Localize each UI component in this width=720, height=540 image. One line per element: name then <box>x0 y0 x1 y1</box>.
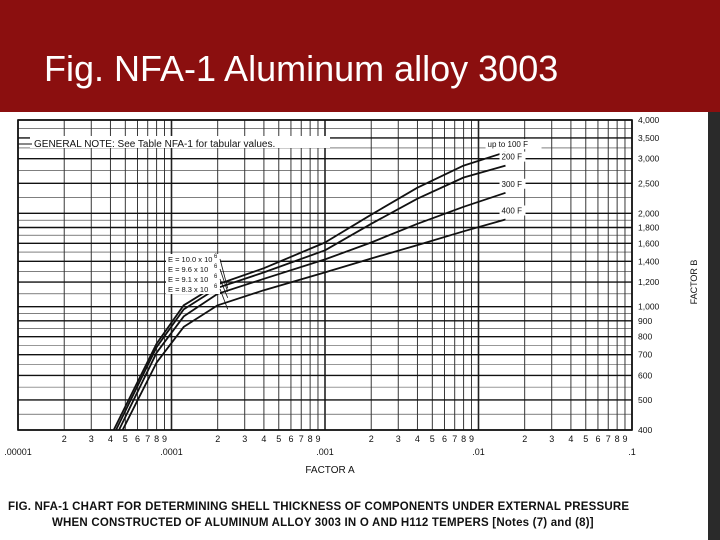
x-minor-tick-label: 5 <box>430 434 435 444</box>
y-tick-label: 2,500 <box>638 178 660 188</box>
x-minor-tick-label: 3 <box>89 434 94 444</box>
series-label-background <box>485 139 542 150</box>
x-minor-tick-label: 8 <box>154 434 159 444</box>
y-tick-label: 600 <box>638 370 652 380</box>
x-minor-tick-label: 9 <box>469 434 474 444</box>
x-minor-tick-label: 6 <box>135 434 140 444</box>
series-label: 300 F <box>502 180 523 189</box>
x-minor-tick-label: 7 <box>452 434 457 444</box>
x-minor-tick-label: 2 <box>369 434 374 444</box>
x-minor-tick-label: 9 <box>315 434 320 444</box>
series-line-2 <box>115 164 506 431</box>
y-tick-label: 1,800 <box>638 223 660 233</box>
y-tick-label: 2,000 <box>638 208 660 218</box>
e-label-leader <box>219 278 229 298</box>
e-label-background <box>166 254 220 264</box>
series-label: 200 F <box>502 153 523 162</box>
x-axis-title: FACTOR A <box>305 465 355 476</box>
e-label-exponent: 6 <box>214 264 218 270</box>
e-label: E = 8.3 x 10 <box>168 285 208 294</box>
x-minor-tick-label: 7 <box>145 434 150 444</box>
x-minor-tick-label: 7 <box>606 434 611 444</box>
e-label: E = 9.6 x 10 <box>168 265 208 274</box>
series-label: 400 F <box>502 207 523 216</box>
chart-grid <box>17 119 633 431</box>
x-minor-tick-label: 6 <box>288 434 293 444</box>
y-tick-label: 1,000 <box>638 302 660 312</box>
plot-frame <box>17 119 633 431</box>
x-minor-tick-label: 4 <box>415 434 420 444</box>
x-minor-tick-label: 4 <box>108 434 113 444</box>
x-minor-tick-label: 8 <box>308 434 313 444</box>
slide-header <box>0 0 720 112</box>
y-tick-label: 4,000 <box>638 115 660 125</box>
e-label: E = 10.0 x 10 <box>168 255 212 264</box>
x-decade-tick-label: .00001 <box>4 447 32 457</box>
y-tick-label: 400 <box>638 425 652 435</box>
x-minor-tick-label: 8 <box>461 434 466 444</box>
x-minor-tick-label: 5 <box>276 434 281 444</box>
e-label-exponent: 6 <box>214 274 218 280</box>
y-tick-label: 1,200 <box>638 277 660 287</box>
series-line-3 <box>118 191 506 431</box>
y-tick-label: 3,000 <box>638 154 660 164</box>
x-minor-tick-label: 9 <box>622 434 627 444</box>
e-label-exponent: 6 <box>214 254 218 260</box>
x-minor-tick-label: 4 <box>261 434 266 444</box>
series-label-background <box>499 178 526 189</box>
e-label-background <box>166 264 220 274</box>
chart-series <box>112 151 506 431</box>
e-label-leader <box>219 268 229 292</box>
series-line-1 <box>112 151 506 431</box>
series-label-background <box>499 151 526 162</box>
x-minor-tick-label: 7 <box>299 434 304 444</box>
x-minor-tick-label: 3 <box>396 434 401 444</box>
series-line-4 <box>121 218 506 431</box>
e-label: E = 9.1 x 10 <box>168 275 208 284</box>
general-note: GENERAL NOTE: See Table NFA-1 for tabula… <box>34 139 275 150</box>
y-tick-label: 1,400 <box>638 256 660 266</box>
right-edge-strip <box>708 112 720 540</box>
x-decade-tick-label: .1 <box>628 447 636 457</box>
slide-title: Fig. NFA-1 Aluminum alloy 3003 <box>44 48 559 89</box>
x-minor-tick-label: 8 <box>615 434 620 444</box>
y-tick-label: 700 <box>638 350 652 360</box>
x-minor-tick-label: 6 <box>442 434 447 444</box>
x-minor-tick-label: 2 <box>522 434 527 444</box>
e-label-leader <box>219 258 229 289</box>
y-tick-label: 1,600 <box>638 238 660 248</box>
x-minor-tick-label: 3 <box>549 434 554 444</box>
x-minor-tick-label: 2 <box>62 434 67 444</box>
series-label-background <box>499 205 526 216</box>
figure-caption-line1: FIG. NFA-1 CHART FOR DETERMINING SHELL T… <box>8 501 629 513</box>
y-tick-label: 800 <box>638 332 652 342</box>
x-minor-tick-label: 2 <box>215 434 220 444</box>
e-label-background <box>166 274 220 284</box>
x-minor-tick-label: 4 <box>568 434 573 444</box>
e-label-exponent: 6 <box>214 284 218 290</box>
general-note-background <box>30 136 330 148</box>
x-decade-tick-label: .001 <box>316 447 334 457</box>
chart-labels: 2 3 4 5 6 7 8 9 2 3 4 5 6 7 8 9 2 3 4 5 6 7 8 9 2 3 4 5 6 7 8 9.00001.0… <box>4 115 659 457</box>
x-minor-tick-label: 5 <box>123 434 128 444</box>
y-tick-label: 3,500 <box>638 133 660 143</box>
x-decade-tick-label: .01 <box>472 447 485 457</box>
y-tick-label: 500 <box>638 395 652 405</box>
e-label-leader <box>219 288 229 310</box>
x-minor-tick-label: 3 <box>242 434 247 444</box>
figure-caption-line2: WHEN CONSTRUCTED OF ALUMINUM ALLOY 3003 … <box>52 517 594 529</box>
chart: 2 3 4 5 6 7 8 9 2 3 4 5 6 7 8 9 2 3 4 5 6 7 8 9 2 3 4 5 6 7 8 9.00001.0… <box>0 112 708 540</box>
y-axis-title: FACTOR B <box>689 260 699 305</box>
x-minor-tick-label: 5 <box>583 434 588 444</box>
x-minor-tick-label: 6 <box>595 434 600 444</box>
x-decade-tick-label: .0001 <box>160 447 183 457</box>
y-tick-label: 900 <box>638 316 652 326</box>
e-label-background <box>166 284 220 294</box>
x-minor-tick-label: 9 <box>162 434 167 444</box>
series-label: up to 100 F <box>488 140 529 149</box>
